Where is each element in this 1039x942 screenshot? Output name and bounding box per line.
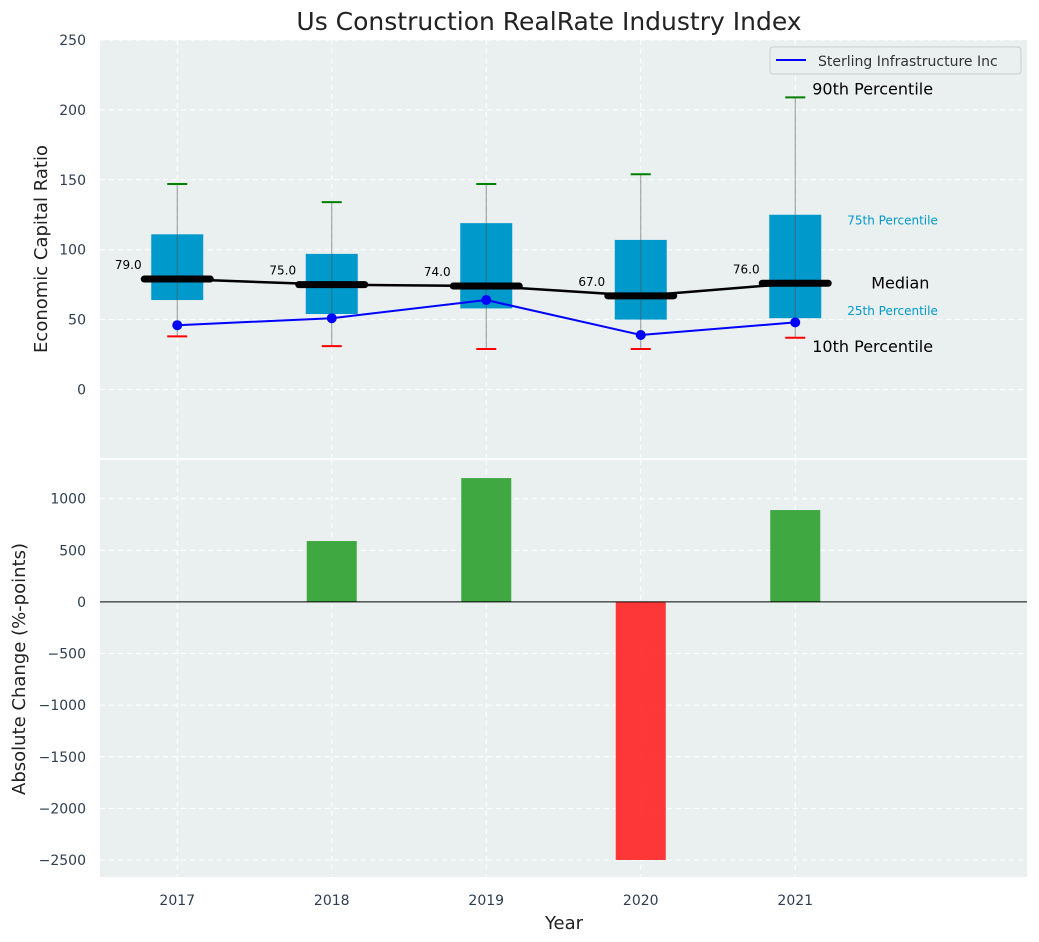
change-bar <box>306 541 357 602</box>
change-bar <box>770 510 821 602</box>
x-tick-label: 2017 <box>159 893 195 909</box>
bottom-y-axis-label: Absolute Change (%-points) <box>9 543 30 795</box>
x-tick-label: 2018 <box>314 893 350 909</box>
legend-entry: Sterling Infrastructure Inc <box>818 54 998 70</box>
annotation-p75: 75th Percentile <box>847 214 938 228</box>
bottom-plot-area <box>100 460 1027 877</box>
y-tick-label: −1000 <box>39 698 86 714</box>
y-tick-label: 1000 <box>50 492 86 508</box>
series-point <box>326 313 337 324</box>
annotation-p25: 25th Percentile <box>847 304 938 318</box>
top-plot-area <box>100 40 1027 458</box>
y-tick-label: 0 <box>77 595 86 611</box>
change-bar <box>615 601 666 860</box>
annotation-p90: 90th Percentile <box>812 79 933 98</box>
y-tick-label: −1500 <box>39 750 86 766</box>
x-tick-label: 2021 <box>777 893 813 909</box>
y-tick-label: −2500 <box>39 853 86 869</box>
change-bar <box>461 478 512 602</box>
x-tick-label: 2020 <box>623 893 659 909</box>
y-tick-label: −2000 <box>39 801 86 817</box>
x-tick-label: 2019 <box>468 893 504 909</box>
chart-title: Us Construction RealRate Industry Index <box>296 7 801 36</box>
median-label: 67.0 <box>578 275 605 289</box>
y-tick-label: −500 <box>48 647 86 663</box>
series-point <box>790 317 801 328</box>
y-tick-label: 100 <box>59 243 86 259</box>
y-tick-label: 250 <box>59 33 86 49</box>
y-tick-label: 150 <box>59 173 86 189</box>
y-tick-label: 50 <box>68 313 86 329</box>
y-tick-label: 200 <box>59 103 86 119</box>
series-point <box>172 320 183 331</box>
series-point <box>635 329 646 340</box>
top-y-axis-label: Economic Capital Ratio <box>31 145 52 353</box>
series-point <box>481 295 492 306</box>
x-axis-label: Year <box>544 913 584 934</box>
annotation-p10: 10th Percentile <box>812 337 933 356</box>
median-label: 75.0 <box>269 264 296 278</box>
y-tick-label: 500 <box>59 543 86 559</box>
median-label: 74.0 <box>424 265 451 279</box>
median-label: 79.0 <box>115 258 142 272</box>
median-label: 76.0 <box>733 262 760 276</box>
y-tick-label: 0 <box>77 382 86 398</box>
annotation-median: Median <box>871 273 929 292</box>
legend: Sterling Infrastructure Inc <box>769 46 1022 75</box>
